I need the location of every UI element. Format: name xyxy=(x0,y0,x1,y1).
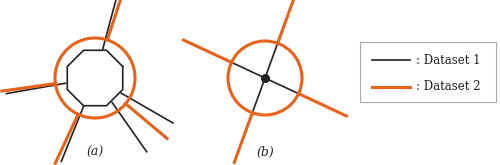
Text: : Dataset 2: : Dataset 2 xyxy=(416,81,480,94)
Bar xyxy=(360,42,496,102)
Text: (a): (a) xyxy=(86,146,104,159)
Text: (b): (b) xyxy=(256,146,274,159)
Text: : Dataset 1: : Dataset 1 xyxy=(416,53,480,66)
